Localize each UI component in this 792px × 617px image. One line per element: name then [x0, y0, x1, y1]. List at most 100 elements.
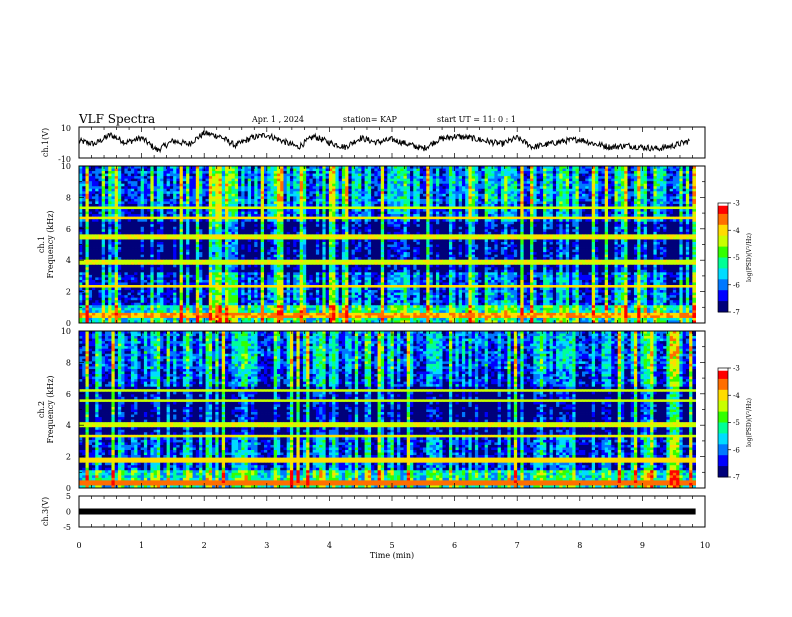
- spectrogram-cell: [111, 174, 115, 177]
- spectrogram-cell: [468, 169, 472, 172]
- spectrogram-cell: [348, 174, 352, 177]
- spectrogram-cell: [248, 169, 252, 172]
- spectrogram-cell: [507, 169, 511, 172]
- spectrogram-cell: [212, 186, 216, 189]
- spectrogram-cell: [322, 179, 326, 182]
- spectrogram-cell: [491, 189, 495, 192]
- spectrogram-cell: [618, 186, 622, 189]
- spectrogram-cell: [602, 189, 606, 192]
- spectrogram-cell: [644, 181, 648, 184]
- spectrogram-cell: [303, 171, 307, 174]
- spectrogram-cell: [296, 174, 300, 177]
- spectrogram-cell: [631, 179, 635, 182]
- spectrogram-cell: [189, 179, 193, 182]
- spectrogram-cell: [283, 176, 287, 179]
- spectrogram-cell: [115, 171, 119, 174]
- spectrogram-cell: [345, 191, 349, 194]
- spectrogram-cell: [296, 191, 300, 194]
- spectrogram-cell: [592, 174, 596, 177]
- spectrogram-cell: [316, 176, 320, 179]
- spectrogram-cell: [313, 174, 317, 177]
- spectrogram-cell: [105, 189, 109, 192]
- spectrogram-cell: [137, 181, 141, 184]
- spectrogram-cell: [173, 191, 177, 194]
- spectrogram-cell: [391, 176, 395, 179]
- spectrogram-cell: [209, 191, 213, 194]
- spectrogram-cell: [287, 184, 291, 187]
- spectrogram-cell: [277, 171, 281, 174]
- spectrogram-cell: [228, 191, 232, 194]
- spectrogram-cell: [173, 181, 177, 184]
- spectrogram-cell: [585, 186, 589, 189]
- spectrogram-cell: [640, 179, 644, 182]
- spectrogram-cell: [196, 186, 200, 189]
- spectrogram-cell: [511, 171, 515, 174]
- spectrogram-cell: [556, 171, 560, 174]
- spectrogram-cell: [121, 171, 125, 174]
- spectrogram-cell: [533, 169, 537, 172]
- spectrogram-cell: [433, 191, 437, 194]
- spectrogram-cell: [540, 186, 544, 189]
- spectrogram-cell: [462, 186, 466, 189]
- spectrogram-cell: [365, 179, 369, 182]
- spectrogram-cell: [368, 191, 372, 194]
- spectrogram-cell: [361, 174, 365, 177]
- spectrogram-cell: [225, 179, 229, 182]
- spectrogram-cell: [280, 184, 284, 187]
- spectrogram-cell: [264, 191, 268, 194]
- spectrogram-cell: [602, 171, 606, 174]
- spectrogram-cell: [468, 171, 472, 174]
- spectrogram-cell: [670, 186, 674, 189]
- spectrogram-cell: [290, 176, 294, 179]
- spectrogram-cell: [439, 174, 443, 177]
- spectrogram-cell: [582, 169, 586, 172]
- spectrogram-cell: [202, 186, 206, 189]
- spectrogram-cell: [186, 176, 190, 179]
- spectrogram-cell: [89, 181, 93, 184]
- spectrogram-cell: [455, 169, 459, 172]
- spectrogram-cell: [228, 189, 232, 192]
- spectrogram-cell: [407, 171, 411, 174]
- spectrogram-cell: [163, 191, 167, 194]
- spectrogram-cell: [154, 179, 158, 182]
- spectrogram-cell: [491, 186, 495, 189]
- spectrogram-cell: [92, 189, 96, 192]
- spectrogram-cell: [352, 176, 356, 179]
- spectrogram-cell: [348, 191, 352, 194]
- spectrogram-cell: [475, 169, 479, 172]
- spectrogram-cell: [300, 186, 304, 189]
- spectrogram-cell: [348, 184, 352, 187]
- spectrogram-cell: [264, 174, 268, 177]
- spectrogram-cell: [238, 184, 242, 187]
- spectrogram-cell: [407, 176, 411, 179]
- spectrogram-cell: [572, 189, 576, 192]
- spectrogram-cell: [176, 174, 180, 177]
- spectrogram-cell: [514, 179, 518, 182]
- spectrogram-cell: [102, 186, 106, 189]
- spectrogram-cell: [270, 176, 274, 179]
- spectrogram-cell: [180, 179, 184, 182]
- spectrogram-cell: [235, 189, 239, 192]
- spectrogram-cell: [306, 189, 310, 192]
- spectrogram-cell: [368, 169, 372, 172]
- spectrogram-cell: [595, 184, 599, 187]
- spectrogram-cell: [381, 186, 385, 189]
- spectrogram-cell: [270, 174, 274, 177]
- spectrogram-cell: [202, 181, 206, 184]
- spectrogram-cell: [267, 181, 271, 184]
- spectrogram-cell: [572, 176, 576, 179]
- spectrogram-cell: [653, 186, 657, 189]
- spectrogram-cell: [546, 176, 550, 179]
- spectrogram-cell: [563, 174, 567, 177]
- spectrogram-cell: [316, 171, 320, 174]
- spectrogram-cell: [485, 179, 489, 182]
- spectrogram-cell: [228, 169, 232, 172]
- spectrogram-cell: [257, 191, 261, 194]
- spectrogram-cell: [137, 184, 141, 187]
- spectrogram-cell: [634, 176, 638, 179]
- spectrogram-cell: [494, 169, 498, 172]
- spectrogram-cell: [352, 179, 356, 182]
- spectrogram-cell: [478, 176, 482, 179]
- spectrogram-cell: [355, 189, 359, 192]
- spectrogram-cell: [293, 189, 297, 192]
